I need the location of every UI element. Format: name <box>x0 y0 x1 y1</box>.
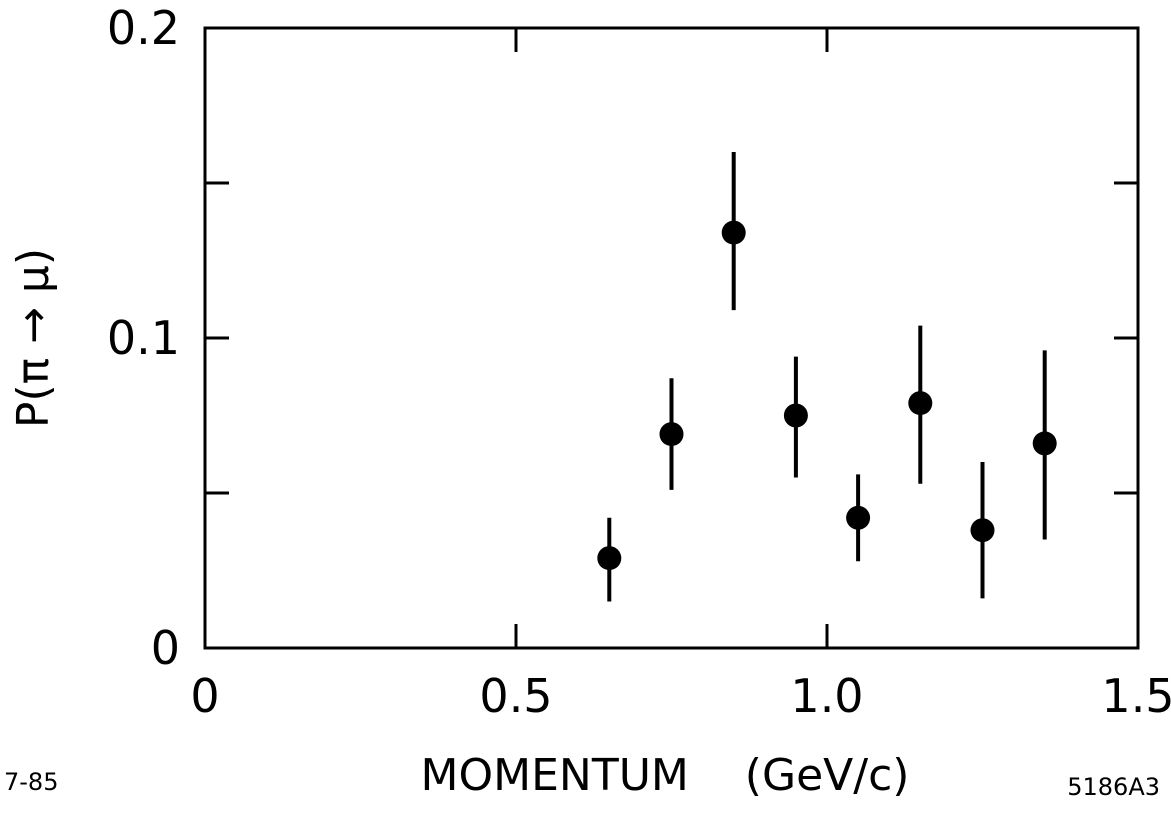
data-point <box>908 391 933 416</box>
y-tick-label: 0 <box>151 621 180 675</box>
figure-code: 5186A3 <box>1067 773 1160 801</box>
y-axis-title: P(π → μ) <box>8 248 59 428</box>
x-tick-label: 0.5 <box>479 669 552 723</box>
tick-labels: 0 0.5 1.0 1.5 0 0.1 0.2 <box>107 1 1171 723</box>
data-point <box>659 422 684 447</box>
x-tick-label: 1.5 <box>1101 669 1171 723</box>
x-tick-label: 0 <box>190 669 219 723</box>
data-point <box>970 518 995 543</box>
plot-frame <box>203 26 1140 650</box>
data-point <box>597 546 622 571</box>
axis-ticks <box>205 28 1138 648</box>
data-point <box>1032 431 1057 456</box>
data-point <box>783 403 808 428</box>
data-point <box>721 220 746 245</box>
x-axis-title: MOMENTUM (GeV/c) <box>421 750 910 801</box>
data-points <box>597 152 1057 602</box>
y-tick-label: 0.1 <box>107 311 180 365</box>
x-tick-label: 1.0 <box>790 669 863 723</box>
date-code: 7-85 <box>4 768 58 796</box>
data-point <box>846 505 871 530</box>
y-tick-label: 0.2 <box>107 1 180 55</box>
